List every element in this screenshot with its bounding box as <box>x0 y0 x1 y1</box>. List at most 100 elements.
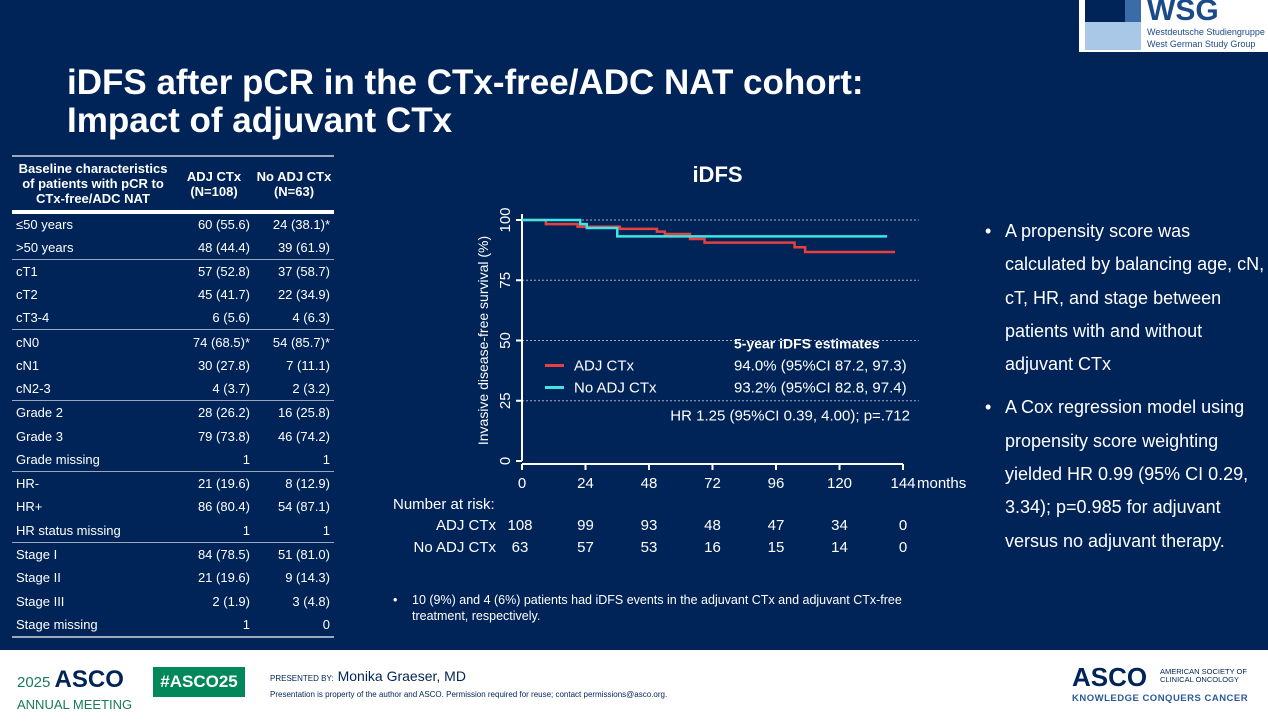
permission-note: Presentation is property of the author a… <box>270 690 668 699</box>
cell-label: >50 years <box>16 239 74 255</box>
cell-label: Stage II <box>16 570 61 586</box>
cell-noadj: 9 (14.3) <box>285 570 330 586</box>
risk-title: Number at risk: <box>393 496 495 513</box>
cell-adj: 28 (26.2) <box>174 400 254 425</box>
table-row: cT1 57 (52.8) 37 (58.7) <box>12 258 334 283</box>
table-row: Grade missing 1 1 <box>12 448 334 472</box>
cell-label: Stage III <box>16 593 65 609</box>
cell-noadj: 16 (25.8) <box>254 400 334 425</box>
cell-noadj: 1 <box>322 451 330 467</box>
cell-adj: 60 (55.6) <box>197 217 250 233</box>
footnote: 10 (9%) and 4 (6%) patients had iDFS eve… <box>393 592 953 624</box>
table-row: cN2-3 4 (3.7) 2 (3.2) <box>12 377 334 401</box>
footer-bar: 2025 ASCO ANNUAL MEETING #ASCO25 PRESENT… <box>0 650 1268 724</box>
cell-adj: 1 <box>242 522 250 538</box>
cell-noadj: 7 (11.1) <box>286 357 330 373</box>
table-row: cN0 74 (68.5)* 54 (85.7)* <box>12 329 334 354</box>
risk-value: 63 <box>512 539 529 556</box>
cell-adj: 74 (68.5)* <box>174 329 254 354</box>
cell-label: HR- <box>12 471 174 496</box>
cell-noadj: 54 (87.1) <box>277 499 330 515</box>
estimate-value: 94.0% (95%CI 87.2, 97.3) <box>734 358 907 375</box>
header-adj: ADJ CTx (N=108) <box>174 155 254 214</box>
bullet-item: A propensity score was calculated by bal… <box>985 215 1265 381</box>
y-tick-label: 50 <box>497 332 514 349</box>
cell-label: Stage missing <box>12 613 174 638</box>
hashtag-badge: #ASCO25 <box>153 667 245 697</box>
risk-value: 16 <box>704 539 721 556</box>
header-noadj: No ADJ CTx (N=63) <box>254 155 334 214</box>
x-axis-label: months <box>917 475 966 492</box>
table-row: HR status missing 1 1 <box>12 519 334 543</box>
x-tick-label: 0 <box>518 475 526 492</box>
cell-adj: 21 (19.6) <box>174 471 254 496</box>
cell-adj: 21 (19.6) <box>197 570 250 586</box>
table-row: cT3-4 6 (5.6) 4 (6.3) <box>12 306 334 330</box>
risk-value: 14 <box>831 539 848 556</box>
cell-label: cT3-4 <box>16 310 50 326</box>
cell-noadj: 22 (34.9) <box>277 287 330 303</box>
risk-row-label: No ADJ CTx <box>413 539 496 556</box>
header-characteristics: Baseline characteristics of patients wit… <box>12 155 174 214</box>
logo-line2: West German Study Group <box>1147 39 1256 49</box>
cell-label: Grade missing <box>16 451 100 467</box>
bullet-list: A propensity score was calculated by bal… <box>985 215 1265 568</box>
cell-noadj: 54 (85.7)* <box>254 329 334 354</box>
y-tick-label: 100 <box>497 207 514 232</box>
cell-adj: 4 (3.7) <box>212 381 250 397</box>
cell-noadj: 4 (6.3) <box>292 310 330 326</box>
cell-adj: 1 <box>242 451 250 467</box>
estimates-title: 5-year iDFS estimates <box>734 336 880 352</box>
table-row: Grade 3 79 (73.8) 46 (74.2) <box>12 424 334 448</box>
km-curve-adj-ctx <box>522 218 896 254</box>
x-tick-label: 96 <box>768 475 785 492</box>
cell-adj: 30 (27.8) <box>197 357 250 373</box>
table-row: Stage I 84 (78.5) 51 (81.0) <box>12 541 334 566</box>
cell-adj: 86 (80.4) <box>197 499 250 515</box>
cell-noadj: 37 (58.7) <box>254 258 334 283</box>
x-tick-label: 24 <box>577 475 594 492</box>
y-tick-label: 75 <box>497 272 514 289</box>
asco-logo: ASCO AMERICAN SOCIETY OF CLINICAL ONCOLO… <box>1072 662 1249 704</box>
cell-noadj: 51 (81.0) <box>254 541 334 566</box>
x-tick-label: 120 <box>827 475 852 492</box>
risk-value: 48 <box>704 517 721 534</box>
y-tick-label: 25 <box>497 392 514 409</box>
cell-label: Stage I <box>12 541 174 566</box>
cell-adj: 79 (73.8) <box>197 428 250 444</box>
cell-label: cT2 <box>16 287 38 303</box>
table-row: HR- 21 (19.6) 8 (12.9) <box>12 471 334 496</box>
presenter-name: Monika Graeser, MD <box>337 668 466 684</box>
presented-by: PRESENTED BY: Monika Graeser, MD <box>270 668 466 684</box>
cell-label: HR status missing <box>16 522 121 538</box>
x-tick-label: 72 <box>704 475 721 492</box>
cell-label: ≤50 years <box>16 217 73 233</box>
bullet-item: A Cox regression model using propensity … <box>985 391 1265 557</box>
risk-value: 108 <box>507 517 532 534</box>
cell-label: Grade 2 <box>12 400 174 425</box>
cell-noadj: 2 (3.2) <box>292 381 330 397</box>
legend-label: No ADJ CTx <box>574 380 657 397</box>
cell-label: cN1 <box>16 357 40 373</box>
table-row: HR+ 86 (80.4) 54 (87.1) <box>12 495 334 519</box>
chart-title: iDFS <box>692 162 742 187</box>
cell-noadj: 3 (4.8) <box>292 593 330 609</box>
risk-value: 15 <box>768 539 785 556</box>
risk-value: 93 <box>641 517 658 534</box>
legend-label: ADJ CTx <box>574 358 635 375</box>
cell-label: Grade 3 <box>16 428 63 444</box>
cell-noadj: 46 (74.2) <box>277 428 330 444</box>
risk-value: 0 <box>899 517 907 534</box>
table-row: cT2 45 (41.7) 22 (34.9) <box>12 283 334 307</box>
cell-label: cN2-3 <box>16 381 51 397</box>
risk-row-label: ADJ CTx <box>436 517 497 534</box>
cell-label: cN0 <box>12 329 174 354</box>
slide-title: iDFS after pCR in the CTx-free/ADC NAT c… <box>67 64 864 140</box>
logo-line1: Westdeutsche Studiengruppe <box>1147 27 1265 37</box>
risk-value: 53 <box>641 539 658 556</box>
table-row: Stage III 2 (1.9) 3 (4.8) <box>12 590 334 614</box>
y-tick-label: 0 <box>497 457 514 465</box>
title-line-1: iDFS after pCR in the CTx-free/ADC NAT c… <box>67 63 864 102</box>
hazard-ratio: HR 1.25 (95%CI 0.39, 4.00); p=.712 <box>670 408 910 425</box>
cell-adj: 84 (78.5) <box>174 541 254 566</box>
